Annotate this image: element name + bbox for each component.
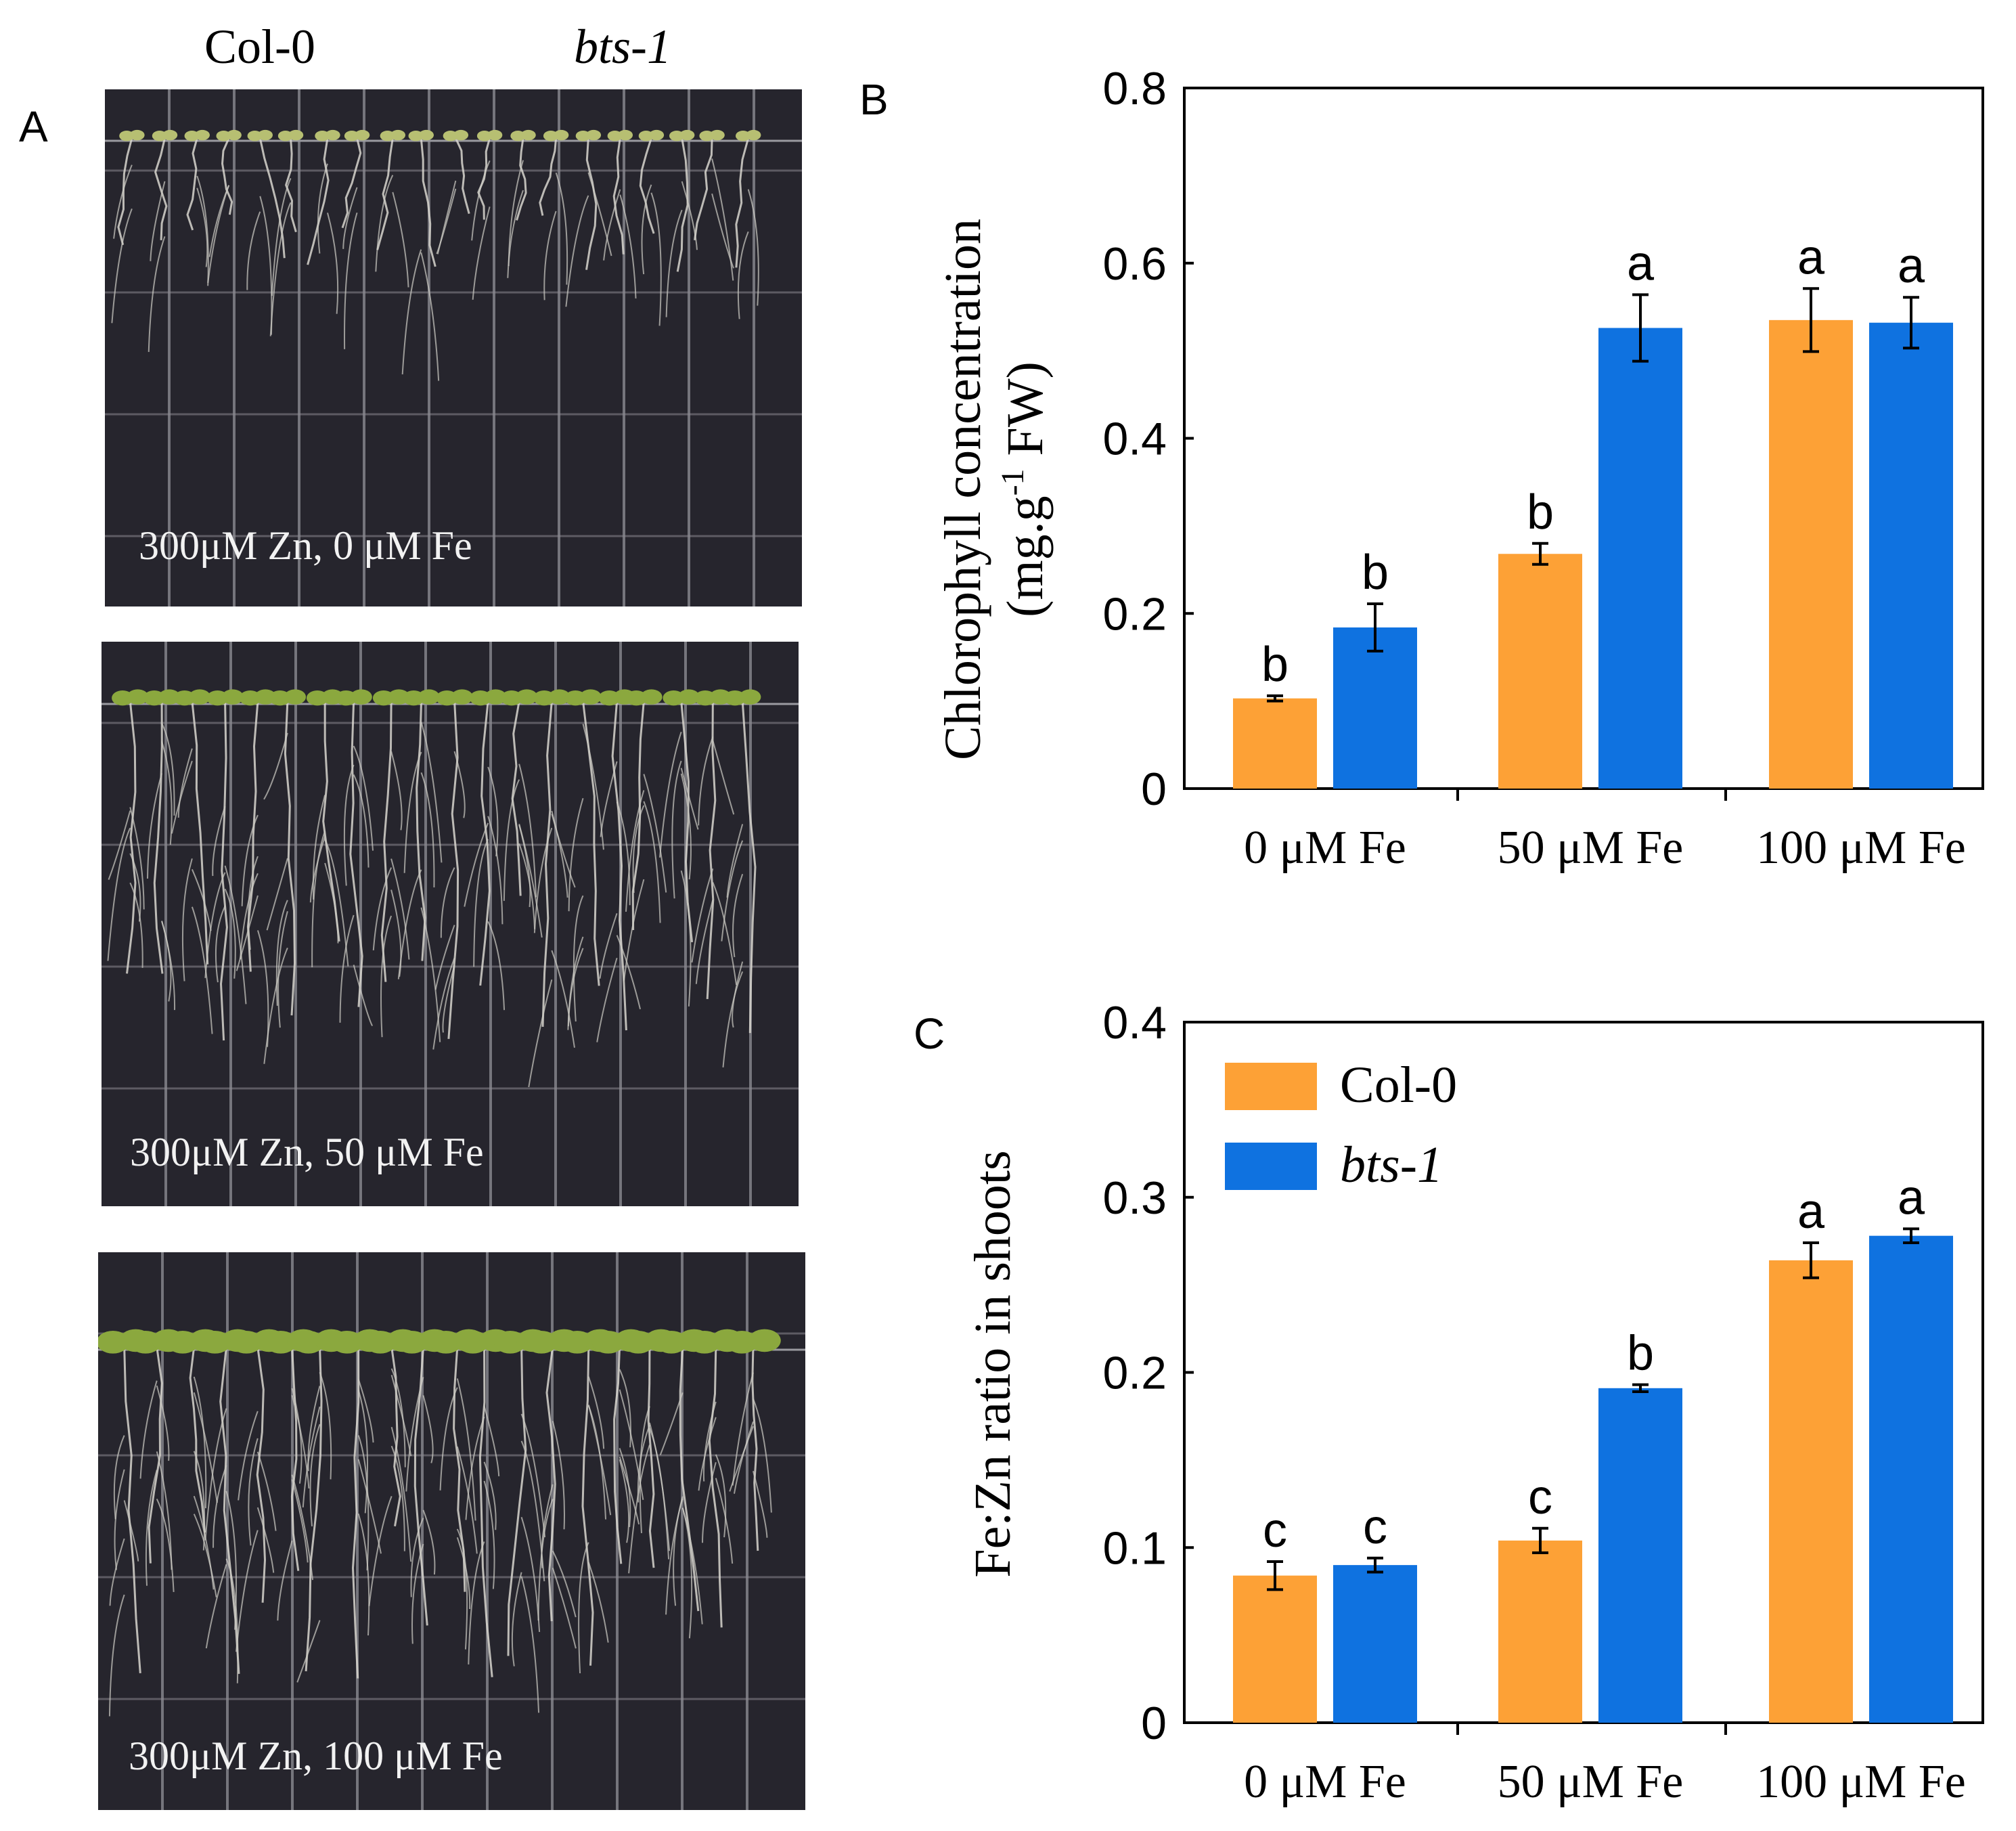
panel-letter-b: B [859,75,889,124]
significance-letter: c [1263,1503,1287,1558]
seedling-shoots [112,689,761,706]
plot-frame [1183,87,1984,790]
y-axis-label-b-line2: (mg.g-1 FW) [995,361,1054,617]
significance-letter: c [1528,1470,1552,1524]
bar-bts-1 [1598,1388,1682,1723]
y-tick-label: 0.6 [1102,238,1167,290]
legend-label-col0: Col-0 [1340,1057,1457,1113]
y-axis-label-b-pre: (mg.g [997,495,1054,617]
panel-letter-a: A [19,102,48,151]
plate-caption-50fe: 300μM Zn, 50 μM Fe [130,1130,484,1174]
y-axis-label-b-line1: Chlorophyll concentration [935,219,991,760]
axes: 0 0.2 0.4 0.6 0.8 0 μM Fe 50 μM Fe 100 μM Fe [1102,63,1984,874]
y-tick-label: 0 [1141,1698,1167,1749]
y-axis-label-b-sup: -1 [995,468,1031,495]
x-tick-label: 50 μM Fe [1498,1756,1684,1808]
axes: 0 0.1 0.2 0.3 0.4 0 μM Fe 50 μM Fe 100 μM Fe [1102,997,1984,1808]
panel-letter-c: C [914,1009,945,1058]
bar-bts-1 [1869,322,1953,789]
significance-letter: b [1627,1327,1654,1381]
genotype-label-bts1: bts-1 [574,20,671,74]
x-tick-label: 50 μM Fe [1498,822,1684,874]
bar-bts-1 [1869,1235,1953,1723]
bar-col-0 [1498,1540,1582,1723]
legend-swatch-bts1 [1225,1143,1317,1190]
x-tick-label: 100 μM Fe [1756,1756,1966,1808]
genotype-label-col0: Col-0 [204,20,316,74]
significance-letter: a [1627,236,1655,290]
plate-caption-0fe: 300μM Zn, 0 μM Fe [139,523,472,568]
seedling-roots [107,701,757,1088]
bar-col-0 [1769,1260,1853,1723]
significance-letter: a [1797,230,1825,284]
seedling-roots [111,137,759,381]
plate-photo-100fe: 300μM Zn, 100 μM Fe [98,1252,805,1810]
y-tick-label: 0.8 [1102,63,1167,114]
y-tick-label: 0.1 [1102,1522,1167,1574]
bars: b b a b a a [1233,230,1953,789]
y-tick-label: 0.4 [1102,414,1167,465]
bar-col-0 [1498,554,1582,789]
significance-letter: a [1898,239,1925,293]
y-tick-label: 0.2 [1102,588,1167,640]
plate-caption-100fe: 300μM Zn, 100 μM Fe [129,1734,503,1778]
x-tick-label: 100 μM Fe [1756,822,1966,874]
chart-chlorophyll: Chlorophyll concentration (mg.g-1 FW) 00… [935,63,1984,874]
bars: c c a c b a [1233,1170,1953,1723]
legend: Col-0 bts-1 [1225,1057,1457,1193]
chart-fe-zn-ratio: Fe:Zn ratio in shoots 0 0.1 0.2 0.3 0.4 0 μM … [964,997,1984,1808]
significance-letter: b [1527,485,1554,539]
significance-letter: b [1362,546,1389,600]
legend-swatch-col0 [1225,1063,1317,1110]
plate-photo-0fe: 300μM Zn, 0 μM Fe [105,89,802,606]
x-tick-label: 0 μM Fe [1244,822,1406,874]
bar-col-0 [1769,319,1853,789]
plate-grid [102,642,799,1206]
y-tick-label: 0 [1141,764,1167,815]
significance-letter: a [1898,1170,1925,1225]
y-tick-label: 0.4 [1102,997,1167,1049]
x-tick-label: 0 μM Fe [1244,1756,1406,1808]
significance-letter: b [1261,638,1289,692]
significance-letter: a [1797,1185,1825,1239]
bar-bts-1 [1333,627,1417,789]
y-axis-label-c: Fe:Zn ratio in shoots [964,1150,1021,1577]
bar-bts-1 [1333,1565,1417,1723]
y-axis-label-b-post: FW) [997,361,1054,468]
plate-grid [105,89,802,606]
plate-photo-50fe: 300μM Zn, 50 μM Fe [102,642,799,1206]
seedling-shoots [98,1329,781,1354]
bar-col-0 [1233,698,1317,789]
y-tick-label: 0.3 [1102,1172,1167,1224]
y-tick-label: 0.2 [1102,1348,1167,1399]
seedling-roots [108,1346,772,1717]
bar-col-0 [1233,1575,1317,1723]
legend-label-bts1: bts-1 [1340,1137,1443,1193]
significance-letter: c [1363,1500,1387,1554]
seedling-shoots [119,129,761,141]
bar-bts-1 [1598,328,1682,789]
